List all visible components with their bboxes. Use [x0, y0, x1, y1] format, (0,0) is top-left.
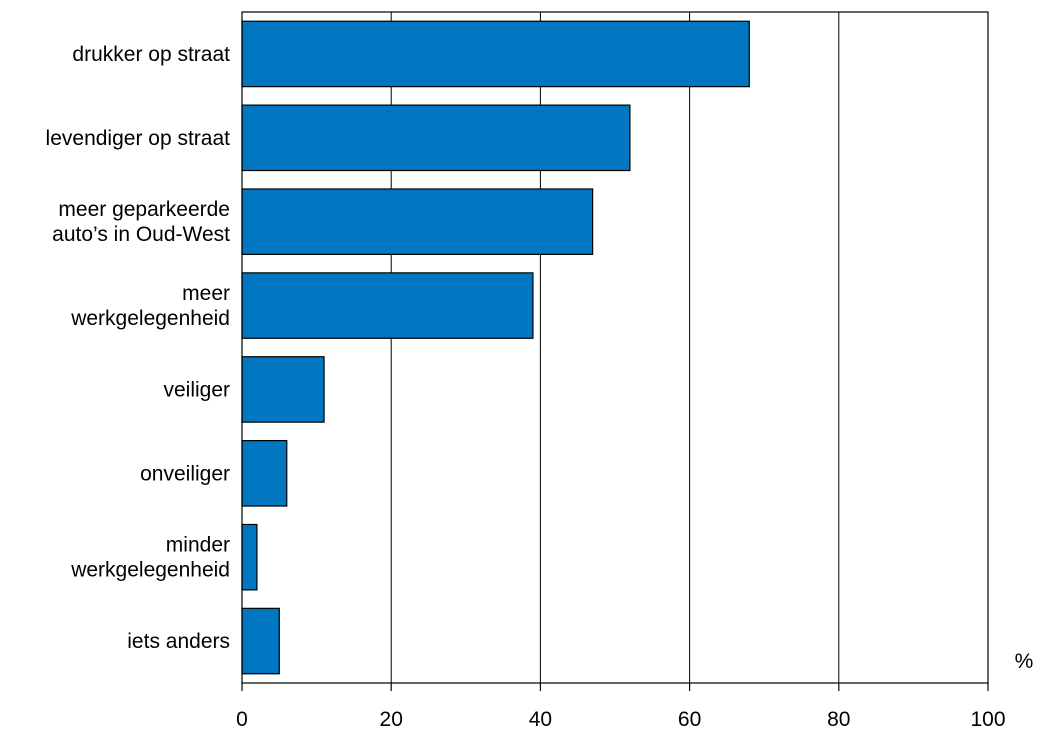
x-tick-label: 20: [380, 708, 403, 731]
category-label: minder werkgelegenheid: [70, 534, 230, 582]
bar: [241, 20, 750, 88]
category-label-line: meer: [182, 282, 230, 305]
category-label-line: werkgelegenheid: [70, 307, 230, 330]
category-label-line: werkgelegenheid: [70, 559, 230, 582]
x-tick-label: 0: [236, 708, 248, 731]
category-labels: drukker op straat levendiger op straat mee…: [46, 43, 231, 653]
category-label: veiliger: [163, 378, 230, 401]
category-label-line: iets anders: [127, 630, 230, 653]
bar: [241, 272, 534, 339]
category-label: levendiger op straat: [46, 127, 231, 150]
unit-label: %: [1015, 650, 1034, 673]
bar: [241, 440, 288, 507]
category-label-line: levendiger op straat: [46, 127, 231, 150]
category-label-line: meer geparkeerde: [58, 198, 230, 221]
category-label: iets anders: [127, 630, 230, 653]
x-tick-label: 60: [678, 708, 701, 731]
bars: [241, 20, 750, 675]
bar: [241, 356, 325, 423]
bar: [241, 188, 594, 255]
bar: [241, 523, 258, 591]
category-label-line: auto’s in Oud-West: [52, 223, 230, 246]
category-label: onveiliger: [140, 462, 230, 485]
category-label: meer geparkeerde auto’s in Oud-West: [52, 198, 230, 246]
x-tick-labels: 0 20 40 60 80 100: [236, 708, 1005, 731]
bar: [241, 607, 280, 675]
category-label-line: minder: [166, 534, 230, 557]
axes: [241, 11, 989, 691]
x-tick-label: 40: [529, 708, 552, 731]
category-label-line: veiliger: [163, 378, 230, 401]
plot-frame: [241, 11, 989, 684]
category-label-line: drukker op straat: [72, 43, 230, 66]
category-label-line: onveiliger: [140, 462, 230, 485]
category-label: meer werkgelegenheid: [70, 282, 230, 330]
bar: [241, 104, 631, 172]
x-tick-label: 100: [970, 708, 1005, 731]
category-label: drukker op straat: [72, 43, 230, 66]
x-tick-label: 80: [827, 708, 850, 731]
